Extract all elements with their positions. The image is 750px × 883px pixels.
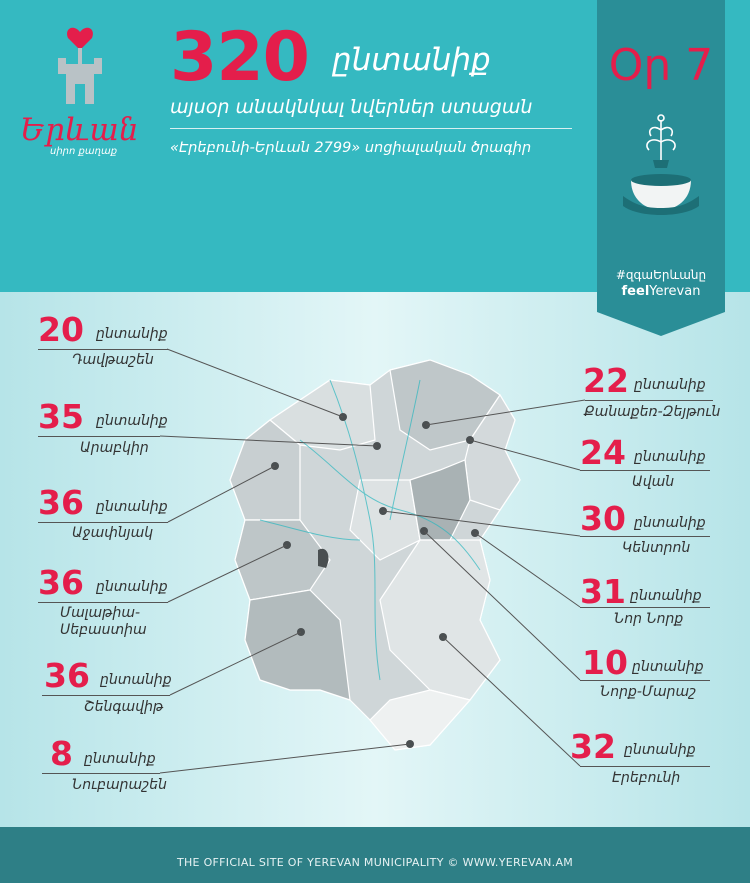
district-unit: ընտանիք	[84, 751, 156, 767]
district-name: Կենտրոն	[622, 540, 691, 556]
district-name: Ավան	[632, 474, 675, 490]
district-unit: ընտանիք	[96, 326, 168, 342]
lake-shape	[318, 548, 329, 568]
district-unit: ընտանիք	[632, 659, 704, 675]
line-avan	[469, 439, 581, 471]
line-davtashen	[166, 348, 344, 418]
total-families-count: 320	[170, 18, 310, 97]
line-ajapnyak	[167, 465, 276, 523]
district-unit: ընտանիք	[96, 413, 168, 429]
footer-site-label: THE OFFICIAL SITE OF YEREVAN MUNICIPALIT…	[176, 856, 444, 869]
line-shengavit	[169, 631, 302, 696]
district-unit: ընտանիք	[624, 742, 696, 758]
district-count: 36	[38, 563, 84, 602]
copyright-icon: ©	[447, 856, 463, 869]
district-unit: ընտանիք	[100, 672, 172, 688]
district-count: 10	[582, 643, 628, 682]
district-underline	[42, 695, 170, 696]
district-underline	[580, 607, 710, 608]
header-subtitle: այսօր անակնկալ նվերներ ստացան	[170, 96, 533, 118]
fountain-icon	[623, 114, 699, 215]
footer-band	[0, 827, 750, 883]
district-count: 35	[38, 397, 84, 436]
feel-yerevan-brand: feelYerevan	[597, 284, 725, 299]
district-underline	[580, 536, 710, 537]
line-kanaker	[425, 399, 586, 426]
footer-url[interactable]: WWW.YEREVAN.AM	[462, 856, 574, 869]
district-unit: ընտանիք	[634, 449, 706, 465]
header-divider	[170, 128, 572, 129]
district-count: 24	[580, 433, 626, 472]
district-underline	[38, 602, 168, 603]
district-name: Քանաքեռ-Զեյթուն	[584, 404, 721, 420]
program-title: «Էրեբունի-Երևան 2799» սոցիալական ծրագիր	[170, 140, 532, 156]
district-unit: ընտանիք	[634, 377, 706, 393]
district-unit: ընտանիք	[96, 579, 168, 595]
district-underline	[38, 349, 168, 350]
district-count: 22	[583, 361, 629, 400]
district-unit: ընտանիք	[96, 499, 168, 515]
line-nork-marash	[423, 530, 581, 681]
footer-credit: THE OFFICIAL SITE OF YEREVAN MUNICIPALIT…	[0, 856, 750, 869]
district-count: 31	[580, 572, 626, 611]
district-count: 36	[44, 656, 90, 695]
district-name: Աջափնյակ	[72, 525, 154, 541]
day-panel-notch	[597, 312, 725, 336]
district-count: 36	[38, 483, 84, 522]
district-unit: ընտանիք	[634, 515, 706, 531]
line-nubarashen	[159, 743, 411, 774]
district-name: Նորք-Մարաշ	[600, 684, 697, 700]
line-erebuni	[442, 636, 581, 767]
logo-tagline: սիրո քաղաք	[50, 146, 118, 157]
feel-bold-text: feel	[621, 284, 650, 299]
feel-rest-text: Yerevan	[649, 284, 701, 299]
district-underline	[585, 400, 713, 401]
district-underline	[580, 766, 710, 767]
district-name: Նուբարաշեն	[72, 777, 167, 793]
line-arabkir	[159, 435, 378, 447]
district-unit: ընտանիք	[630, 588, 702, 604]
district-underline	[38, 436, 160, 437]
district-underline	[580, 680, 710, 681]
district-count: 8	[50, 734, 73, 773]
line-nor-nork	[474, 532, 581, 608]
district-name: Նոր Նորք	[614, 611, 684, 627]
district-count: 32	[570, 727, 616, 766]
hashtag-text: #զգաԵրևանը	[615, 268, 707, 282]
day-number: Օր 7	[608, 40, 714, 91]
line-malatia	[167, 544, 288, 603]
district-underline	[42, 773, 160, 774]
district-name: Դավթաշեն	[72, 352, 154, 368]
logo-wordmark: Երևան	[20, 112, 139, 148]
city-outline	[229, 359, 521, 751]
line-kentron	[382, 510, 581, 537]
district-name: Մալաթիա-Սեբաստիա	[60, 605, 147, 638]
district-underline	[580, 470, 710, 471]
total-families-unit: ընտանիք	[332, 42, 491, 78]
district-count: 30	[580, 499, 626, 538]
district-underline	[38, 522, 168, 523]
district-count: 20	[38, 310, 84, 349]
yerevan-logo-icon	[58, 27, 102, 104]
district-name: Էրեբունի	[612, 770, 681, 786]
district-name: Շենգավիթ	[84, 699, 164, 715]
district-name: Արաբկիր	[80, 440, 149, 456]
leader-lines	[159, 348, 586, 774]
